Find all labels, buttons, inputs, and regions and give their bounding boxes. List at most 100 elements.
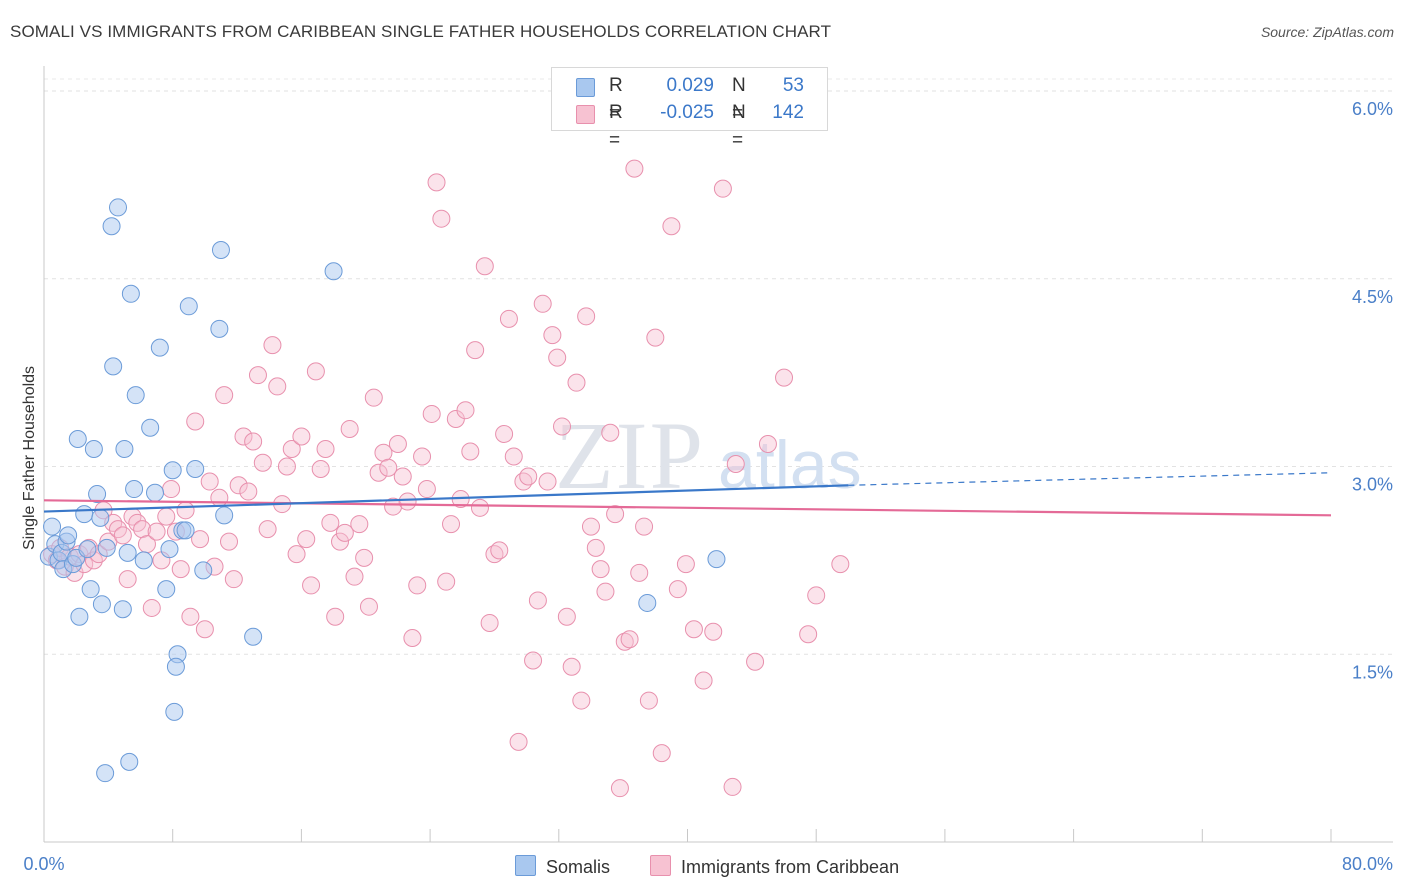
caribbean-point (287, 545, 306, 564)
caribbean-point (210, 488, 229, 507)
caribbean-point (302, 576, 321, 595)
somali-point (125, 480, 144, 499)
somali-point (146, 483, 165, 502)
caribbean-point (359, 597, 378, 616)
caribbean-point (615, 632, 634, 651)
caribbean-point (248, 366, 267, 385)
r-label: R = (609, 75, 623, 124)
somali-point (92, 595, 111, 614)
somali-point (113, 600, 132, 619)
somali-point (84, 439, 103, 458)
caribbean-point (652, 744, 671, 763)
caribbean-point (118, 570, 137, 589)
somali-points (39, 198, 726, 783)
somali-point (179, 297, 198, 316)
legend-label-caribbean: Immigrants from Caribbean (681, 857, 900, 877)
caribbean-point (601, 423, 620, 442)
caribbean-point (620, 630, 639, 649)
caribbean-point (263, 336, 282, 355)
caribbean-point (577, 307, 596, 326)
caribbean-point (514, 472, 533, 491)
caribbean-point (543, 326, 562, 345)
caribbean-point (417, 480, 436, 499)
somali-point (121, 284, 140, 303)
caribbean-point (509, 732, 528, 751)
caribbean-point (229, 476, 248, 495)
somali-point (88, 485, 107, 504)
caribbean-point (625, 159, 644, 178)
legend-item-somalis[interactable]: Somalis (515, 852, 610, 878)
caribbean-point (533, 294, 552, 313)
tick-labels: 1.5% 3.0% 4.5% 6.0% 0.0% 80.0% (23, 99, 1393, 874)
caribbean-point (831, 555, 850, 574)
caribbean-point (364, 388, 383, 407)
caribbean-point (345, 567, 364, 586)
trend-lines (43, 472, 1332, 517)
caribbean-point (596, 582, 615, 601)
stats-box: R = 0.029 N = 53 R = -0.025 N = 142 (551, 67, 828, 151)
caribbean-point (572, 691, 591, 710)
caribbean-point (292, 427, 311, 446)
r-value: 0.029 (666, 75, 714, 96)
somali-point (211, 240, 230, 259)
caribbean-point (326, 607, 345, 626)
caribbean-point (244, 432, 263, 451)
caribbean-point (684, 620, 703, 639)
watermark-atlas: atlas (718, 427, 862, 503)
caribbean-point (639, 691, 658, 710)
somali-point (126, 386, 145, 405)
somali-point (157, 580, 176, 599)
somali-point (163, 461, 182, 480)
somali-point (81, 580, 100, 599)
somali-point (160, 540, 179, 559)
caribbean-point (662, 217, 681, 236)
r-value: -0.025 (660, 102, 714, 123)
caribbean-point (113, 526, 132, 545)
caribbean-point (442, 515, 461, 534)
caribbean-point (704, 622, 723, 641)
n-label: N = (732, 75, 746, 124)
caribbean-point (331, 532, 350, 551)
y-tick-label: 1.5% (1352, 662, 1393, 682)
caribbean-point (567, 373, 586, 392)
somali-point (104, 357, 123, 376)
caribbean-point (186, 412, 205, 431)
caribbean-trend-line (43, 499, 1332, 517)
somali-point (210, 319, 229, 338)
somali-point (43, 517, 62, 536)
somali-point (215, 506, 234, 525)
caribbean-point (109, 520, 128, 539)
caribbean-point (181, 607, 200, 626)
caribbean-point (157, 507, 176, 526)
caribbean-point (297, 530, 316, 549)
r-label: R = (609, 102, 623, 151)
somali-trend-line (43, 484, 849, 513)
caribbean-point (311, 460, 330, 479)
caribbean-point (606, 505, 625, 524)
n-value: 53 (782, 75, 804, 96)
caribbean-point (635, 517, 654, 536)
caribbean-point (171, 560, 190, 579)
caribbean-point (215, 386, 234, 405)
caribbean-point (176, 501, 195, 520)
somali-point (141, 418, 160, 437)
caribbean-point (335, 523, 354, 542)
legend-item-caribbean[interactable]: Immigrants from Caribbean (650, 852, 899, 878)
somali-point (150, 338, 169, 357)
caribbean-point (723, 777, 742, 796)
caribbean-point (393, 467, 412, 486)
somalis-legend-swatch (515, 855, 536, 876)
caribbean-point (470, 498, 489, 517)
y-tick-label: 6.0% (1352, 99, 1393, 119)
caribbean-point (142, 598, 161, 617)
caribbean-point (495, 424, 514, 443)
caribbean-point (427, 173, 446, 192)
caribbean-point (388, 434, 407, 453)
caribbean-point (220, 532, 239, 551)
somali-point (59, 526, 78, 545)
caribbean-point (408, 576, 427, 595)
caribbean-point (224, 570, 243, 589)
somali-point (102, 217, 121, 236)
caribbean-swatch (576, 105, 595, 124)
somali-point (166, 657, 185, 676)
